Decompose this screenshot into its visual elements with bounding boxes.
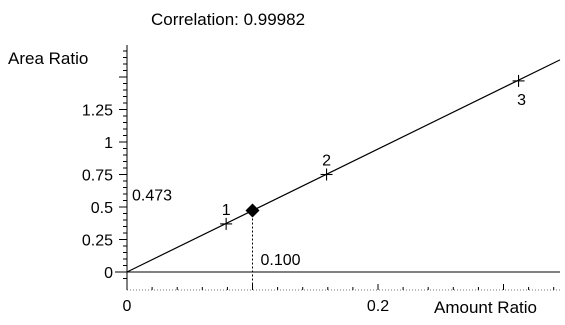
fit-layer	[126, 59, 561, 273]
calibration-point-label: 2	[322, 153, 331, 170]
sample-point	[245, 203, 260, 218]
y-tick-label: 0.75	[82, 168, 113, 185]
calibration-point-label: 3	[517, 92, 526, 109]
x-tick-label: 0	[123, 298, 132, 315]
x-axis-label: Amount Ratio	[434, 298, 537, 317]
correlation-title: Correlation: 0.99982	[151, 10, 305, 29]
x-tick-label: 0.2	[367, 298, 389, 315]
points-layer	[220, 74, 525, 290]
y-tick-label: 0	[104, 265, 113, 282]
y-tick-label: 1.25	[82, 103, 113, 120]
sample-y-value: 0.473	[132, 188, 172, 205]
fit-line	[126, 59, 561, 273]
y-tick-label: 1	[104, 135, 113, 152]
y-tick-label: 0.25	[82, 233, 113, 250]
y-tick-label: 0.5	[91, 200, 113, 217]
text-layer: Correlation: 0.99982 Area Ratio Amount R…	[8, 10, 537, 317]
calibration-point-label: 1	[222, 202, 231, 219]
axes-layer	[115, 45, 560, 291]
sample-x-value: 0.100	[261, 252, 301, 269]
y-axis-label: Area Ratio	[8, 49, 88, 68]
